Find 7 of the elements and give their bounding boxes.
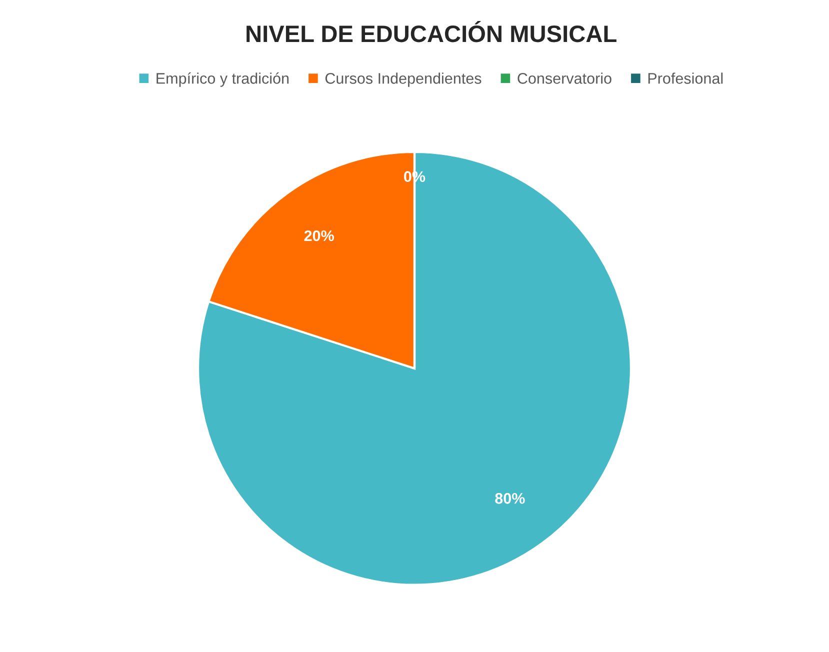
data-label: 20% xyxy=(304,230,334,242)
data-label: 80% xyxy=(495,493,525,504)
legend-label: Empírico y tradición xyxy=(156,72,289,87)
legend-label: Cursos Independientes xyxy=(325,72,482,87)
chart-title: NIVEL DE EDUCACIÓN MUSICAL xyxy=(246,21,616,42)
legend-label: Profesional xyxy=(648,72,723,84)
legend-label: Conservatorio xyxy=(518,72,612,84)
